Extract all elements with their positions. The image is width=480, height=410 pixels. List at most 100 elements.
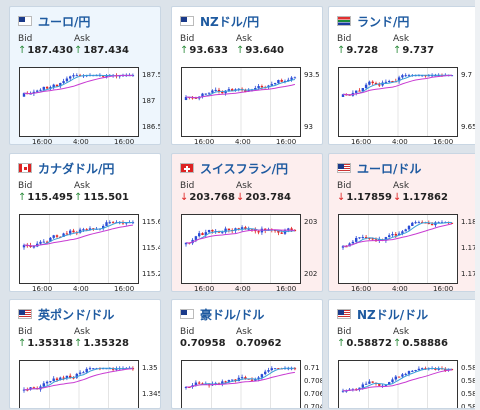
- card-header[interactable]: ユーロ/ドル: [337, 160, 421, 176]
- candle-body: [287, 79, 290, 82]
- card-header[interactable]: ユーロ/円: [18, 13, 90, 29]
- mini-candle-chart[interactable]: [181, 67, 301, 137]
- rate-card[interactable]: ランド/円 Bid Ask ↑9.728 ↑9.737 9.7 9.65 16:00 4:00 1…: [328, 6, 480, 145]
- currency-pair-title[interactable]: スイスフラン/円: [200, 161, 289, 176]
- arrow-up-icon: ↑: [393, 338, 402, 349]
- arrow-down-icon: ↓: [180, 192, 189, 203]
- candle-body: [371, 381, 374, 383]
- candle-body: [198, 233, 201, 237]
- card-header[interactable]: カナダドル/円: [18, 160, 114, 176]
- arrow-up-icon: ↑: [18, 192, 27, 203]
- candle-chart-plot: [341, 361, 454, 408]
- mini-candle-chart[interactable]: [19, 360, 139, 408]
- candle-body: [430, 224, 434, 226]
- arrow-up-icon: ↑: [74, 338, 83, 349]
- candle-body: [78, 229, 82, 233]
- candle-body: [108, 222, 111, 224]
- candle-body: [345, 390, 348, 392]
- currency-pair-title[interactable]: 豪ドル/ドル: [200, 307, 265, 322]
- y-axis-tick: 202: [304, 270, 318, 278]
- moving-average-long-line: [343, 223, 453, 247]
- x-axis-tick: 16:00: [433, 285, 454, 292]
- candle-body: [293, 368, 297, 370]
- mini-candle-chart[interactable]: [338, 214, 458, 284]
- currency-pair-title[interactable]: NZドル/ドル: [357, 307, 429, 322]
- bid-label: Bid: [18, 181, 33, 191]
- ask-price: 203.784: [245, 192, 291, 203]
- candle-body: [22, 245, 26, 248]
- mini-candle-chart[interactable]: [181, 214, 301, 284]
- currency-pair-title[interactable]: ランド/円: [357, 14, 410, 29]
- rate-card[interactable]: ユーロ/ドル Bid Ask ↓1.17859 ↓1.17862 1.18 1.175 1.1…: [328, 153, 480, 292]
- y-axis-tick: 9.65: [461, 123, 477, 131]
- candle-body: [237, 377, 240, 382]
- candle-body: [221, 91, 224, 94]
- mini-candle-chart[interactable]: [19, 214, 139, 284]
- candle-body: [254, 379, 257, 381]
- rate-card[interactable]: 英ポンド/ドルBidAsk↑1.35318↑1.353281.351.3451.…: [9, 299, 161, 409]
- bid-price: 0.70958: [180, 338, 226, 349]
- rate-card[interactable]: NZドル/円 Bid Ask ↑93.633 ↑93.640 93.5 93 16:00 4:0…: [171, 6, 323, 145]
- card-header[interactable]: NZドル/円: [180, 13, 259, 29]
- candle-body: [52, 378, 55, 382]
- card-header[interactable]: NZドル/ドル: [337, 306, 428, 322]
- mini-candle-chart[interactable]: [338, 67, 458, 137]
- candle-body: [270, 84, 273, 86]
- candle-body: [65, 233, 69, 235]
- candle-body: [378, 384, 381, 386]
- card-header[interactable]: 豪ドル/ドル: [180, 306, 264, 322]
- candle-body: [214, 89, 217, 91]
- ask-label: Ask: [74, 181, 91, 191]
- mini-candle-chart[interactable]: [338, 360, 458, 408]
- candle-body: [351, 241, 355, 244]
- candle-body: [52, 84, 55, 88]
- card-header[interactable]: ランド/円: [337, 13, 409, 29]
- ask-label: Ask: [236, 181, 253, 191]
- candle-body: [49, 381, 52, 383]
- candle-body: [42, 241, 45, 243]
- rate-card[interactable]: カナダドル/円 Bid Ask ↑115.495 ↑115.501 115.6 115.4 1…: [9, 153, 161, 292]
- currency-pair-title[interactable]: ユーロ/ドル: [357, 161, 422, 176]
- currency-pair-title[interactable]: カナダドル/円: [38, 161, 115, 176]
- currency-pair-title[interactable]: ユーロ/円: [38, 14, 91, 29]
- mini-candle-chart[interactable]: [19, 67, 139, 137]
- moving-average-short-line: [185, 228, 295, 244]
- ask-label: Ask: [236, 327, 253, 337]
- candle-body: [378, 84, 381, 86]
- ch-flag: [180, 163, 194, 173]
- rate-card[interactable]: スイスフラン/円 Bid Ask ↓203.768 ↓203.784 203 202 16:0…: [171, 153, 323, 292]
- mini-candle-chart[interactable]: [181, 360, 301, 408]
- arrow-up-icon: ↑: [236, 45, 245, 56]
- ask-label: Ask: [393, 181, 410, 191]
- candle-body: [355, 90, 358, 93]
- card-header[interactable]: 英ポンド/ドル: [18, 306, 114, 322]
- rate-card[interactable]: ユーロ/円 Bid Ask ↑187.430 ↑187.434 187.5 187 186.5…: [9, 6, 161, 145]
- candle-body: [85, 368, 88, 373]
- candle-body: [29, 93, 32, 95]
- candle-body: [358, 90, 361, 92]
- candle-body: [437, 222, 440, 224]
- currency-pair-title[interactable]: 英ポンド/ドル: [38, 307, 115, 322]
- rate-card[interactable]: NZドル/ドル Bid Ask ↑0.58872 ↑0.58886 0.588 0.586 0…: [328, 299, 480, 409]
- candle-body: [404, 373, 407, 375]
- rate-card[interactable]: 豪ドル/ドル Bid Ask 0.70958 0.70962 0.71 0.708 0.706…: [171, 299, 323, 409]
- bid-value: ↓1.17859: [337, 192, 392, 203]
- candle-body: [414, 369, 417, 371]
- candle-body: [358, 237, 361, 239]
- page-scrollbar[interactable]: [475, 0, 480, 410]
- x-axis-tick: 16:00: [114, 138, 135, 145]
- candle-body: [355, 237, 358, 242]
- candle-body: [42, 383, 45, 387]
- currency-pair-title[interactable]: NZドル/円: [200, 14, 260, 29]
- y-axis-tick: 187.5: [142, 71, 161, 79]
- candle-body: [384, 384, 388, 386]
- candle-body: [62, 233, 65, 237]
- x-axis-tick: 16:00: [276, 138, 297, 145]
- candle-body: [341, 390, 345, 392]
- y-axis-tick: 115.4: [142, 244, 161, 252]
- candle-body: [207, 92, 211, 94]
- candle-body: [194, 382, 198, 386]
- card-header[interactable]: スイスフラン/円: [180, 160, 288, 176]
- y-axis-tick: 1.17: [461, 270, 477, 278]
- y-axis-tick: 1.175: [461, 244, 480, 252]
